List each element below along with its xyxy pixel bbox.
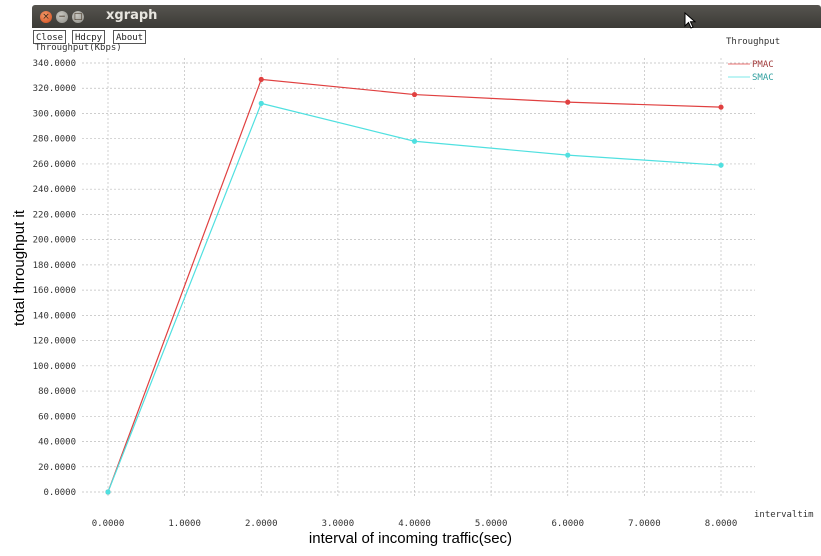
- y-axis-label: total throughput it: [11, 210, 28, 326]
- y-tick-label: 20.0000: [38, 463, 76, 473]
- data-point-smac: [105, 489, 111, 495]
- y-tick-label: 40.0000: [38, 438, 76, 448]
- y-tick-labels: 0.0000 20.0000 40.0000 60.0000 80.0000 100.00…: [33, 59, 76, 498]
- y-tick-label: 200.0000: [33, 236, 76, 246]
- chart-title: Throughput: [726, 37, 780, 47]
- x-tick-labels: 0.0000 1.0000 2.0000 3.0000 4.0000 5.0000 6.00…: [92, 519, 738, 529]
- window-minimize-icon[interactable]: −: [56, 11, 68, 23]
- data-point-smac: [718, 162, 724, 168]
- data-point-pmac: [565, 99, 571, 105]
- window-titlebar: × − □ xgraph: [32, 5, 821, 28]
- mouse-pointer-icon: [684, 12, 697, 29]
- y-tick-label: 240.0000: [33, 185, 76, 195]
- y-tick-label: 220.0000: [33, 210, 76, 220]
- about-button[interactable]: About: [113, 30, 147, 44]
- y-tick-label: 120.0000: [33, 337, 76, 347]
- x-tick-label: 6.0000: [551, 519, 584, 529]
- x-tick-label: 8.0000: [705, 519, 738, 529]
- legend: PMAC SMAC: [728, 60, 774, 83]
- grid: [82, 58, 755, 497]
- y-tick-label: 180.0000: [33, 261, 76, 271]
- x-tick-label: 3.0000: [322, 519, 355, 529]
- data-point-smac: [411, 138, 418, 144]
- legend-label: SMAC: [752, 73, 774, 83]
- inner-x-axis-label: intervaltim: [754, 510, 814, 520]
- series-lines: [105, 76, 724, 495]
- inner-y-axis-label: Throughput(Kbps): [35, 43, 122, 53]
- y-tick-label: 340.0000: [33, 59, 76, 69]
- window-title: xgraph: [106, 8, 158, 23]
- legend-label: PMAC: [752, 60, 774, 70]
- data-point-smac: [258, 100, 264, 106]
- y-tick-label: 140.0000: [33, 311, 76, 321]
- y-tick-label: 300.0000: [33, 109, 76, 119]
- series-line-smac: [107, 102, 722, 493]
- x-tick-label: 2.0000: [245, 519, 278, 529]
- y-tick-label: 320.0000: [33, 84, 76, 94]
- x-tick-label: 1.0000: [168, 519, 201, 529]
- y-tick-label: 100.0000: [33, 362, 76, 372]
- hardcopy-button[interactable]: Hdcpy: [72, 30, 106, 44]
- y-tick-label: 260.0000: [33, 160, 76, 170]
- y-tick-label: 280.0000: [33, 135, 76, 145]
- y-axis-label-wrap: total throughput it: [11, 210, 31, 332]
- data-point-smac: [565, 152, 571, 158]
- y-tick-label: 0.0000: [43, 488, 76, 498]
- data-point-pmac: [411, 91, 418, 98]
- x-tick-label: 7.0000: [628, 519, 661, 529]
- data-point-pmac: [718, 104, 724, 110]
- y-tick-label: 80.0000: [38, 387, 76, 397]
- x-axis-label: interval of incoming traffic(sec): [308, 530, 513, 547]
- window-maximize-icon[interactable]: □: [72, 11, 84, 23]
- x-tick-label: 5.0000: [475, 519, 508, 529]
- window-close-icon[interactable]: ×: [40, 11, 52, 23]
- y-tick-label: 160.0000: [33, 286, 76, 296]
- y-tick-label: 60.0000: [38, 412, 76, 422]
- data-point-pmac: [258, 76, 264, 83]
- x-tick-label: 0.0000: [92, 519, 125, 529]
- close-button[interactable]: Close: [33, 30, 67, 44]
- x-tick-label: 4.0000: [398, 519, 431, 529]
